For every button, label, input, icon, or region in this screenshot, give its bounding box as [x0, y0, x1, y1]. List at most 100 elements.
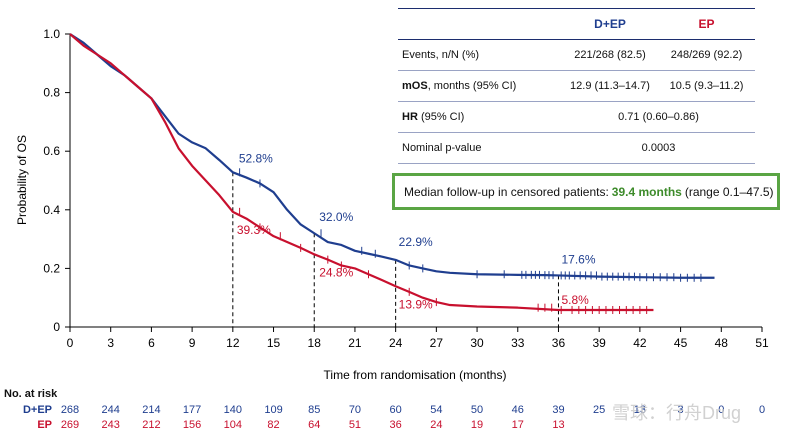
- risk-value: 177: [182, 404, 202, 416]
- x-tick-label: 27: [430, 336, 444, 350]
- risk-value: 269: [60, 419, 80, 431]
- y-axis-label: Probability of OS: [15, 135, 29, 225]
- risk-value: 268: [60, 404, 80, 416]
- risk-value: 3: [677, 404, 684, 416]
- y-tick-label: 0.2: [43, 261, 60, 275]
- table-row-pvalue: Nominal p-value 0.0003: [398, 133, 755, 164]
- hr-label-bold: HR: [402, 111, 418, 123]
- x-tick-label: 48: [715, 336, 729, 350]
- risk-value: 0: [758, 404, 766, 416]
- reference-lines: [232, 172, 559, 327]
- risk-table: No. at risk D+EP 268 244 214 177 140 109 85 70 60…: [0, 388, 800, 444]
- y-tick-label: 0: [53, 320, 60, 334]
- percent-label: 13.9%: [399, 297, 433, 311]
- x-tick-label: 12: [226, 336, 240, 350]
- hr-label-rest: (95% CI): [417, 111, 465, 123]
- stats-table: D+EP EP Events, n/N (%) 221/268 (82.5) 2…: [398, 8, 755, 164]
- km-chart: 0 3 6 9 12 15 18 21 24 27 30 33 36 39 42 45 48 5100.20.40…: [15, 27, 769, 382]
- followup-suffix: (range 0.1–47.5): [684, 184, 774, 199]
- table-row-events: Events, n/N (%) 221/268 (82.5) 248/269 (…: [398, 40, 755, 71]
- risk-value: 109: [264, 404, 283, 416]
- followup-callout: Median follow-up in censored patients: 3…: [392, 173, 780, 210]
- x-tick-label: 51: [755, 336, 769, 350]
- events-ep: 248/269 (92.2): [670, 49, 743, 61]
- risk-value: 39: [552, 404, 565, 416]
- followup-prefix: Median follow-up in censored patients:: [404, 184, 609, 199]
- risk-value: 64: [308, 419, 321, 431]
- risk-value: 244: [101, 404, 120, 416]
- mos-ep: 10.5 (9.3–11.2): [669, 80, 744, 92]
- table-top-rule: [398, 8, 755, 9]
- x-tick-label: 42: [633, 336, 647, 350]
- mos-label-bold: mOS: [402, 80, 428, 92]
- risk-value: 13: [552, 419, 565, 431]
- x-tick-label: 6: [148, 336, 155, 350]
- table-row-hr: HR (95% CI) 0.71 (0.60–0.86): [398, 102, 755, 133]
- percent-label: 32.0%: [319, 210, 353, 224]
- risk-value: 46: [511, 404, 524, 416]
- risk-value: 50: [470, 404, 484, 416]
- table-row-mos: mOS, months (95% CI) 12.9 (11.3–14.7) 10…: [398, 71, 755, 102]
- watermark: 雪球：行舟Drug: [612, 403, 742, 423]
- hr-label: HR (95% CI): [398, 111, 562, 123]
- events-label: Events, n/N (%): [402, 49, 480, 61]
- y-tick-label: 0.4: [43, 203, 60, 217]
- risk-table-title: No. at risk: [4, 388, 58, 400]
- x-tick-label: 21: [348, 336, 362, 350]
- x-tick-label: 3: [107, 336, 114, 350]
- x-axis-label: Time from randomisation (months): [324, 368, 507, 382]
- mos-dep: 12.9 (11.3–14.7): [570, 80, 650, 92]
- y-tick-label: 0.6: [43, 144, 60, 158]
- risk-value: 70: [348, 404, 362, 416]
- risk-value: 156: [182, 419, 202, 431]
- risk-value: 243: [101, 419, 120, 431]
- risk-row-label: D+EP: [22, 404, 52, 416]
- x-tick-label: 36: [552, 336, 566, 350]
- risk-value: 0: [718, 404, 725, 416]
- col-header-ep: EP: [698, 17, 715, 31]
- col-header-dep: D+EP: [594, 17, 626, 31]
- pvalue-label: Nominal p-value: [402, 142, 482, 154]
- y-tick-label: 1.0: [43, 27, 60, 41]
- events-dep: 221/268 (82.5): [574, 49, 646, 61]
- risk-value: 140: [223, 404, 242, 416]
- risk-value: 54: [430, 404, 443, 416]
- risk-value: 104: [223, 419, 242, 431]
- pvalue-value: 0.0003: [641, 142, 676, 154]
- followup-highlight: 39.4 months: [611, 184, 682, 199]
- risk-value: 82: [267, 419, 280, 431]
- risk-value: 212: [142, 419, 161, 431]
- x-tick-label: 24: [389, 336, 403, 350]
- percent-label: 52.8%: [239, 151, 273, 165]
- x-tick-label: 18: [308, 336, 322, 350]
- x-tick-label: 9: [189, 336, 196, 350]
- mos-label: mOS, months (95% CI): [398, 80, 562, 92]
- survival-curves: [69, 33, 715, 315]
- percent-annotations: 52.8% 39.3% 32.0% 24.8% 22.9% 13.9% 17.6% 5.8%: [237, 151, 596, 311]
- percent-label: 39.3%: [237, 223, 271, 237]
- percent-label: 5.8%: [561, 293, 589, 307]
- risk-value: 24: [430, 419, 443, 431]
- percent-label: 22.9%: [399, 235, 433, 249]
- axes: 0 3 6 9 12 15 18 21 24 27 30 33 36 39 42 45 48 5100.20.40…: [43, 27, 769, 350]
- x-tick-label: 0: [67, 336, 74, 350]
- risk-value: 60: [389, 404, 402, 416]
- hr-value: 0.71 (0.60–0.86): [618, 111, 699, 123]
- risk-row-label: EP: [37, 419, 52, 431]
- y-tick-label: 0.8: [43, 86, 60, 100]
- x-tick-label: 30: [470, 336, 484, 350]
- x-tick-label: 15: [267, 336, 281, 350]
- risk-value: 13: [633, 404, 646, 416]
- x-tick-label: 33: [511, 336, 525, 350]
- risk-value: 214: [142, 404, 161, 416]
- risk-value: 85: [308, 404, 321, 416]
- table-header-row: D+EP EP: [398, 9, 755, 40]
- risk-value: 17: [511, 419, 524, 431]
- percent-label: 24.8%: [319, 265, 353, 279]
- mos-label-rest: , months (95% CI): [427, 80, 517, 92]
- x-tick-label: 45: [674, 336, 688, 350]
- percent-label: 17.6%: [561, 252, 595, 266]
- risk-value: 51: [348, 419, 362, 431]
- risk-value: 19: [470, 419, 484, 431]
- x-tick-label: 39: [592, 336, 606, 350]
